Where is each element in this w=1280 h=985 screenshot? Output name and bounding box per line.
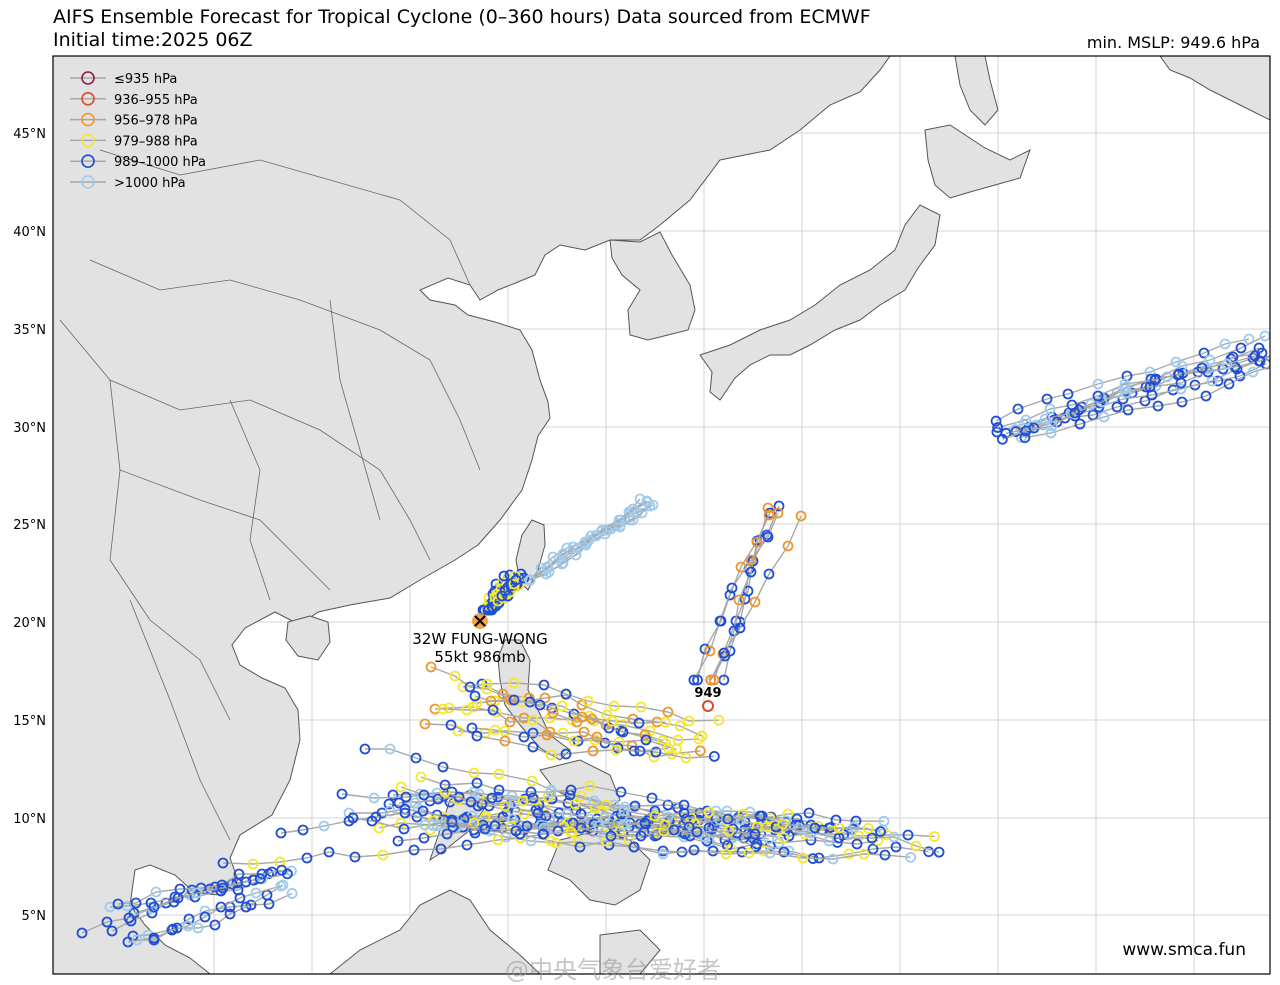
lat-label: 35°N xyxy=(13,323,46,338)
storm-current-position xyxy=(472,613,488,629)
lat-label: 25°N xyxy=(13,518,46,533)
lat-label: 45°N xyxy=(13,127,46,142)
legend-label: ≤935 hPa xyxy=(114,72,177,87)
legend-label: >1000 hPa xyxy=(114,176,186,191)
initial-time: Initial time:2025 06Z xyxy=(53,29,253,51)
min-mslp-readout: min. MSLP: 949.6 hPa xyxy=(1087,33,1260,52)
legend-label: 979–988 hPa xyxy=(114,134,198,149)
legend-label: 956–978 hPa xyxy=(114,114,198,129)
minimum-pressure-marker: 949 xyxy=(694,686,721,701)
lat-label: 10°N xyxy=(13,812,46,827)
lat-label: 15°N xyxy=(13,714,46,729)
latitude-labels: 45°N 40°N 35°N 30°N 25°N 20°N 15°N 10°N 5°N xyxy=(13,127,46,924)
storm-intensity-label: 55kt 986mb xyxy=(434,648,525,666)
lat-label: 5°N xyxy=(22,909,47,924)
lat-label: 30°N xyxy=(13,421,46,436)
chart-title: AIFS Ensemble Forecast for Tropical Cycl… xyxy=(53,6,871,28)
lat-label: 20°N xyxy=(13,616,46,631)
source-credit: www.smca.fun xyxy=(1122,940,1246,960)
storm-name-label: 32W FUNG-WONG xyxy=(412,630,547,648)
watermark: @中央气象台爱好者 xyxy=(505,950,721,985)
legend-label: 989–1000 hPa xyxy=(114,155,206,170)
legend-label: 936–955 hPa xyxy=(114,93,198,108)
lat-label: 40°N xyxy=(13,225,46,240)
